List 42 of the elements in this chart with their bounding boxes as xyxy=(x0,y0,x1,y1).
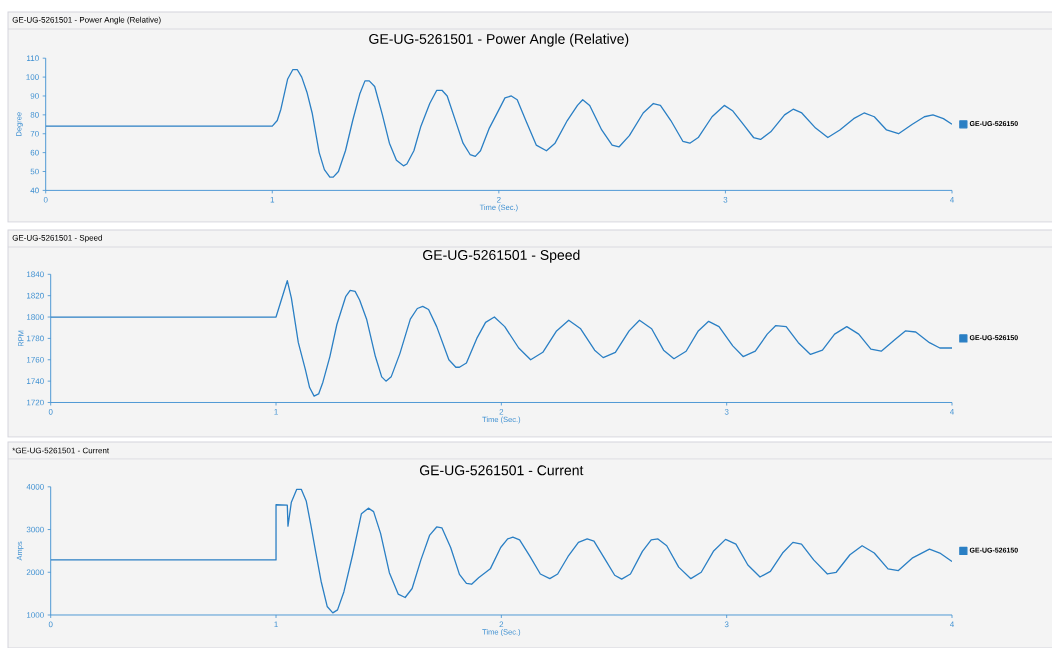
y-tick-label: 3000 xyxy=(26,526,44,533)
y-tick-label: 80 xyxy=(30,112,39,118)
chart-title: GE-UG-5261501 - Power Angle (Relative) xyxy=(369,33,629,47)
x-tick-label: 2 xyxy=(497,196,501,203)
text: GE-UG-5261501 - Power Angle (Relative) xyxy=(12,16,161,25)
y-tick-label: 1000 xyxy=(26,612,44,618)
x-tick-label: 0 xyxy=(48,409,53,415)
x-tick-label: 1 xyxy=(274,621,278,628)
y-tick-label: 1820 xyxy=(26,292,44,299)
x-tick-label: 2 xyxy=(499,621,504,628)
x-tick-label: 3 xyxy=(723,196,728,203)
x-tick-label: 0 xyxy=(43,196,48,203)
y-tick-label: 2000 xyxy=(26,569,44,576)
x-tick-label: 1 xyxy=(274,409,278,415)
y-tick-label: 4000 xyxy=(26,483,44,490)
x-tick-label: 4 xyxy=(949,409,954,415)
y-tick-label: 110 xyxy=(27,55,39,62)
x-tick-label: 4 xyxy=(949,196,954,203)
y-tick-label: 100 xyxy=(26,74,39,80)
y-tick-label: 1780 xyxy=(26,335,44,342)
y-tick-label: 1720 xyxy=(26,399,44,406)
y-tick-label: 40 xyxy=(30,187,39,194)
x-tick-label: 3 xyxy=(724,409,729,415)
x-tick-label: 4 xyxy=(949,621,955,628)
y-tick-label: 50 xyxy=(30,168,39,175)
text: *GE-UG-5261501 - Current xyxy=(12,447,110,454)
x-tick-label: 3 xyxy=(724,621,729,628)
line-series xyxy=(50,280,953,397)
y-tick-label: 1760 xyxy=(26,356,44,363)
line-series xyxy=(45,68,953,178)
y-tick-label: 70 xyxy=(30,130,39,137)
y-tick-label: 1740 xyxy=(26,378,44,384)
y-tick-label: 1800 xyxy=(26,314,44,320)
chart-title: GE-UG-5261501 - Speed xyxy=(423,249,580,263)
text: GE-UG-5261501 - Speed xyxy=(12,234,102,243)
y-tick-label: 90 xyxy=(30,93,39,99)
y-tick-label: 60 xyxy=(30,149,39,156)
x-tick-label: 0 xyxy=(48,621,53,628)
x-tick-label: 1 xyxy=(270,196,275,203)
x-tick-label: 2 xyxy=(499,409,504,415)
chart-title: GE-UG-5261501 - Current xyxy=(419,465,584,476)
y-tick-label: 1840 xyxy=(26,271,44,278)
